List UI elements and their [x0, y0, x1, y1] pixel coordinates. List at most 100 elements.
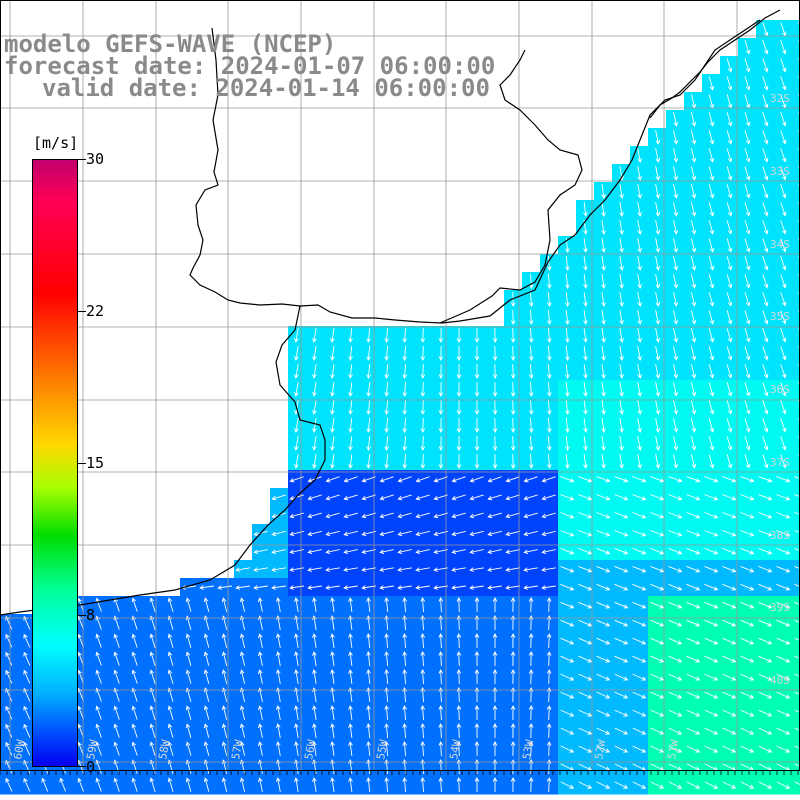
wind-arrow — [744, 166, 751, 181]
wind-arrow — [456, 705, 462, 721]
wind-arrow — [619, 220, 624, 235]
wind-arrow — [708, 400, 715, 415]
longitude-label: 51W — [665, 738, 681, 760]
wind-speed-cell — [792, 596, 800, 615]
wind-arrow — [762, 328, 769, 343]
wind-arrow — [325, 585, 340, 590]
latitude-label: 38S — [770, 529, 790, 542]
wind-arrow — [726, 454, 733, 469]
wind-arrow — [23, 669, 31, 684]
wind-arrow — [221, 669, 228, 684]
wind-arrow — [203, 651, 210, 666]
wind-arrow — [762, 130, 769, 145]
wind-arrow — [578, 547, 593, 555]
wind-arrow — [528, 651, 534, 667]
wind-arrow — [744, 436, 751, 451]
wind-arrow — [420, 345, 426, 361]
wind-arrow — [704, 781, 719, 789]
wind-arrow — [420, 363, 426, 379]
wind-arrow — [762, 382, 769, 397]
wind-arrow — [560, 637, 575, 645]
latitude-label: 35S — [770, 310, 790, 323]
wind-arrow — [780, 58, 787, 73]
wind-arrow — [469, 476, 484, 483]
wind-arrow — [384, 597, 389, 613]
wind-arrow — [185, 669, 192, 684]
wind-arrow — [673, 148, 679, 163]
wind-arrow — [167, 597, 174, 612]
wind-speed-cell — [792, 758, 800, 777]
wind-arrow — [632, 709, 647, 717]
wind-arrow — [668, 691, 683, 699]
wind-arrow — [415, 585, 430, 590]
wind-arrow — [325, 494, 340, 501]
wind-arrow — [348, 454, 353, 469]
wind-arrow — [560, 494, 575, 501]
wind-arrow — [619, 292, 624, 307]
wind-arrow — [794, 763, 800, 768]
wind-arrow — [740, 512, 755, 519]
wind-arrow — [312, 705, 317, 720]
wind-arrow — [776, 565, 791, 573]
wind-arrow — [5, 705, 13, 720]
latitude-label: 36S — [770, 383, 790, 396]
wind-arrow — [704, 619, 719, 627]
wind-arrow — [614, 476, 629, 483]
wind-arrow — [221, 741, 228, 756]
latitude-label: 37S — [770, 456, 790, 469]
wind-speed-cell — [792, 740, 800, 759]
wind-speed-cell — [792, 668, 800, 687]
wind-arrow — [722, 530, 737, 537]
wind-arrow — [673, 310, 679, 325]
wind-arrow — [722, 745, 737, 753]
wind-arrow — [722, 691, 737, 699]
wind-arrow — [289, 549, 304, 555]
wind-arrow — [451, 567, 466, 572]
wind-speed-cell — [792, 344, 800, 363]
wind-arrow — [744, 328, 751, 343]
wind-arrow — [565, 381, 570, 397]
wind-arrow — [420, 723, 426, 739]
wind-arrow — [560, 673, 575, 681]
wind-arrow — [673, 382, 679, 397]
wind-arrow — [343, 585, 358, 590]
wind-arrow — [384, 363, 389, 379]
coastline-buenos-aires — [0, 305, 326, 616]
wind-arrow — [275, 651, 281, 666]
wind-arrow — [650, 637, 665, 645]
wind-arrow — [487, 585, 502, 590]
wind-arrow — [708, 76, 715, 91]
wind-arrow — [632, 494, 647, 501]
longitude-labels: 60W 59W 58W 57W 56W 55W 54W 53W 52W 51W — [11, 738, 681, 760]
wind-arrow — [673, 130, 679, 145]
wind-arrow — [780, 274, 787, 289]
wind-arrow — [583, 238, 588, 253]
wind-arrow — [325, 549, 340, 555]
wind-arrow — [289, 585, 304, 590]
wind-speed-cell — [792, 578, 800, 597]
wind-arrow — [185, 651, 192, 666]
wind-arrow — [614, 512, 629, 519]
wind-arrow — [601, 274, 606, 289]
wind-arrow — [637, 220, 642, 235]
wind-speed-cell — [792, 236, 800, 255]
wind-arrow — [614, 727, 629, 735]
wind-arrow — [686, 512, 701, 519]
wind-arrow — [762, 454, 769, 469]
wind-arrow — [23, 741, 31, 756]
wind-arrow — [528, 435, 534, 451]
wind-arrow — [379, 585, 394, 590]
wind-arrow — [668, 655, 683, 663]
wind-arrow — [565, 345, 570, 361]
wind-arrow — [23, 777, 31, 792]
wind-arrow — [325, 530, 340, 537]
wind-arrow — [492, 705, 498, 720]
wind-arrow — [366, 381, 371, 397]
colorbar-tick — [78, 766, 86, 767]
wind-arrow — [420, 741, 426, 757]
wind-speed-cell — [792, 488, 800, 507]
wind-arrow — [474, 345, 480, 361]
wind-arrow — [131, 705, 138, 720]
wind-arrow — [402, 777, 407, 793]
wind-arrow — [596, 727, 611, 735]
